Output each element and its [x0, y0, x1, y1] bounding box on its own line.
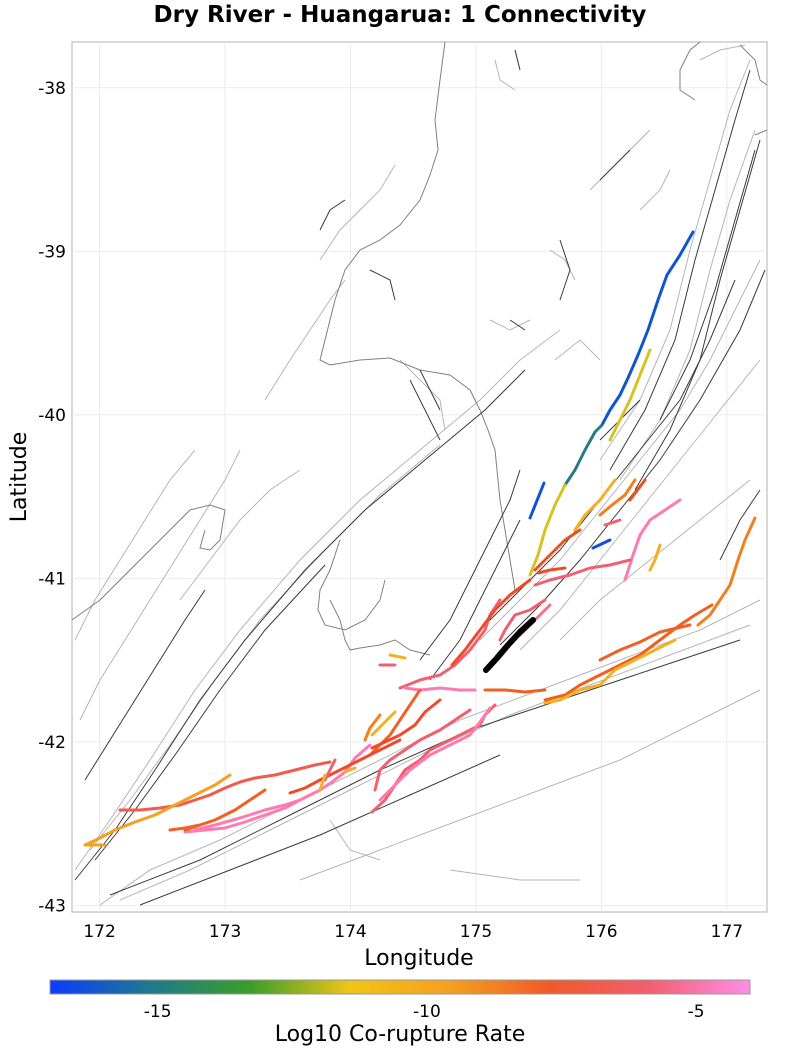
y-axis-label: Latitude [7, 432, 32, 523]
source-fault [483, 617, 536, 673]
colorbar-tick-label: -10 [413, 1002, 441, 1022]
x-tick-label: 174 [334, 922, 366, 942]
y-axis-ticks: -38 -39 -40 -41 -42 -43 [38, 79, 66, 917]
corupture-faults [83, 230, 757, 847]
colorbar-tick-label: -5 [688, 1002, 705, 1022]
coastline [71, 41, 768, 656]
y-tick-label: -42 [38, 733, 66, 753]
x-axis-label: Longitude [364, 946, 473, 971]
y-tick-label: -40 [38, 406, 66, 426]
chart-title: Dry River - Huangarua: 1 Connectivity [153, 2, 647, 28]
x-tick-label: 176 [585, 922, 617, 942]
colorbar-tick-label: -15 [144, 1002, 172, 1022]
fault-traces [74, 49, 766, 906]
x-tick-label: 175 [460, 922, 492, 942]
plot-panel [71, 41, 768, 913]
y-tick-label: -39 [38, 242, 66, 262]
x-tick-label: 172 [83, 922, 115, 942]
colorbar [49, 979, 751, 995]
colorbar-label: Log10 Co-rupture Rate [274, 1022, 526, 1047]
colorbar-ticks: -15 -10 -5 [144, 1002, 705, 1022]
y-tick-label: -41 [38, 569, 66, 589]
x-axis-ticks: 172 173 174 175 176 177 [83, 922, 743, 942]
y-tick-label: -43 [38, 896, 66, 916]
x-tick-label: 173 [209, 922, 241, 942]
x-tick-label: 177 [711, 922, 743, 942]
y-tick-label: -38 [38, 79, 66, 99]
